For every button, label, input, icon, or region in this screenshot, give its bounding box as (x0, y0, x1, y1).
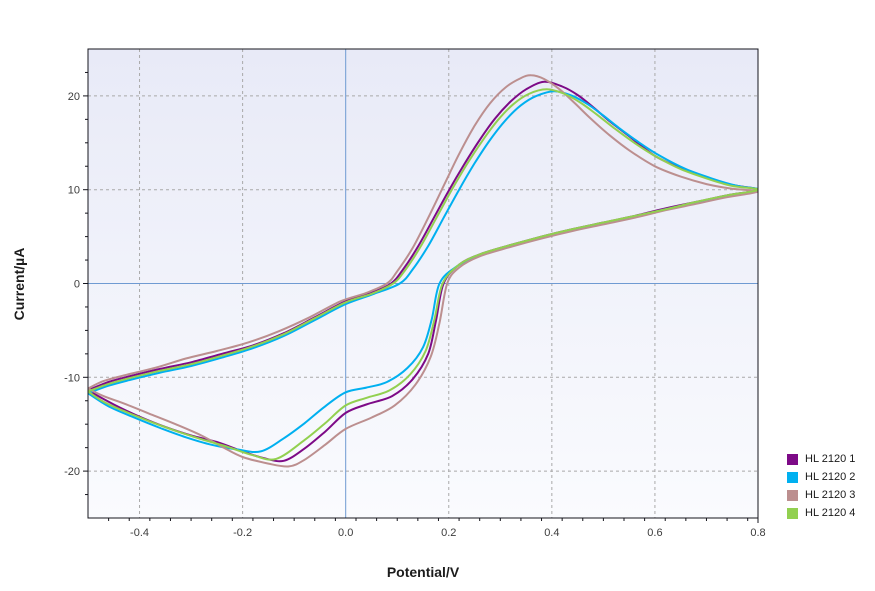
y-tick-label: 10 (68, 185, 80, 197)
legend-label-hl-2120-2: HL 2120 2 (805, 471, 856, 483)
legend-item-hl-2120-4[interactable]: HL 2120 4 (787, 504, 855, 522)
x-tick-label: 0.8 (750, 527, 765, 539)
plot-generated-layers: -0.4 -0.2 0.0 0.2 0.4 0.6 0.8 20 10 0 -10 -20 (64, 48, 766, 539)
legend-item-hl-2120-2[interactable]: HL 2120 2 (787, 468, 855, 486)
legend-swatch-hl-2120-2 (787, 471, 798, 483)
y-tick-label: 0 (74, 279, 80, 291)
zero-axis-lines (88, 49, 758, 518)
x-tick-label: 0.2 (441, 527, 456, 539)
legend-swatch-hl-2120-1 (787, 453, 798, 465)
legend: HL 2120 1 HL 2120 2 HL 2120 3 HL 2120 4 (787, 450, 855, 522)
series-curve-hl-2120-4 (88, 88, 758, 461)
series-curves (88, 74, 758, 468)
y-tick-label: -10 (64, 372, 80, 384)
x-axis-title: Potential/V (387, 564, 460, 580)
x-tick-label: 0.4 (544, 527, 559, 539)
legend-label-hl-2120-3: HL 2120 3 (805, 489, 856, 501)
x-tick-label: 0.0 (338, 527, 353, 539)
legend-label-hl-2120-1: HL 2120 1 (805, 453, 856, 465)
y-tick-label: 20 (68, 91, 80, 103)
series-curve-hl-2120-3 (88, 74, 758, 468)
legend-swatch-hl-2120-3 (787, 489, 798, 501)
legend-item-hl-2120-3[interactable]: HL 2120 3 (787, 486, 855, 504)
legend-label-hl-2120-4: HL 2120 4 (805, 507, 856, 519)
y-tick-labels: 20 10 0 -10 -20 (64, 91, 80, 478)
x-tick-label: -0.2 (233, 527, 252, 539)
y-axis-title: Current/µA (11, 248, 27, 321)
y-tick-label: -20 (64, 466, 80, 478)
x-tick-labels: -0.4 -0.2 0.0 0.2 0.4 0.6 0.8 (130, 527, 766, 539)
axis-ticks (83, 71, 759, 523)
legend-item-hl-2120-1[interactable]: HL 2120 1 (787, 450, 855, 468)
legend-swatch-hl-2120-4 (787, 507, 798, 519)
x-tick-label: -0.4 (130, 527, 149, 539)
x-tick-label: 0.6 (647, 527, 662, 539)
